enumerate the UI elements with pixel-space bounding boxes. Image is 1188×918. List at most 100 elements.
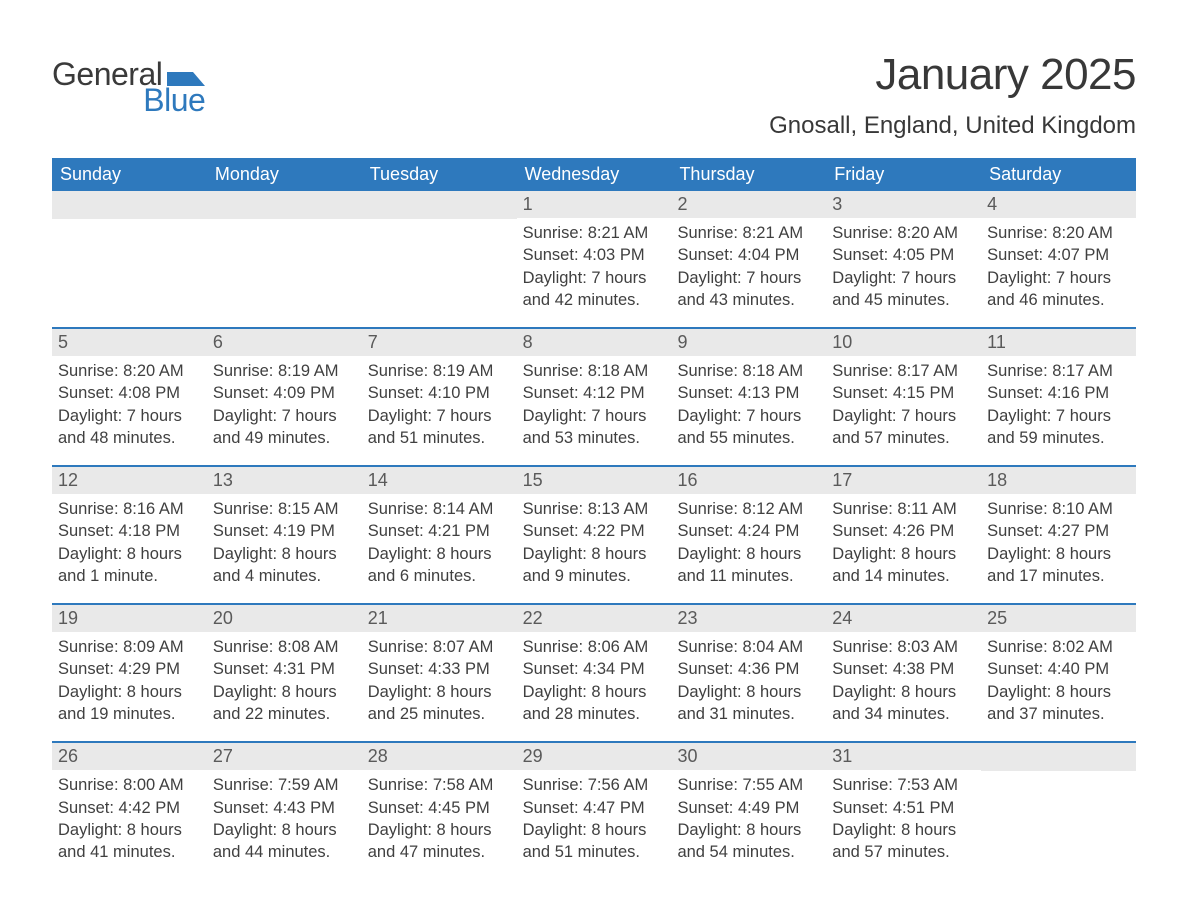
- sunrise-text: Sunrise: 8:19 AM: [368, 360, 511, 382]
- day-body: Sunrise: 8:20 AMSunset: 4:05 PMDaylight:…: [826, 218, 981, 313]
- sunrise-text: Sunrise: 8:20 AM: [58, 360, 201, 382]
- day-number: 29: [517, 743, 672, 770]
- sunrise-text: Sunrise: 7:53 AM: [832, 774, 975, 796]
- sunrise-text: Sunrise: 8:17 AM: [832, 360, 975, 382]
- day-number-empty: [981, 743, 1136, 771]
- sunset-text: Sunset: 4:10 PM: [368, 382, 511, 404]
- day-number: 10: [826, 329, 981, 356]
- day-number-empty: [207, 191, 362, 219]
- day-number: 8: [517, 329, 672, 356]
- day-cell: 19Sunrise: 8:09 AMSunset: 4:29 PMDayligh…: [52, 605, 207, 727]
- day-body: Sunrise: 7:56 AMSunset: 4:47 PMDaylight:…: [517, 770, 672, 865]
- day-body: Sunrise: 8:00 AMSunset: 4:42 PMDaylight:…: [52, 770, 207, 865]
- sunrise-text: Sunrise: 8:09 AM: [58, 636, 201, 658]
- day-cell: [207, 191, 362, 313]
- sunrise-text: Sunrise: 8:16 AM: [58, 498, 201, 520]
- day-body: Sunrise: 8:11 AMSunset: 4:26 PMDaylight:…: [826, 494, 981, 589]
- daylight-text: Daylight: 8 hours and 54 minutes.: [677, 819, 820, 864]
- day-number: 28: [362, 743, 517, 770]
- day-number: 1: [517, 191, 672, 218]
- sunrise-text: Sunrise: 8:17 AM: [987, 360, 1130, 382]
- sunset-text: Sunset: 4:38 PM: [832, 658, 975, 680]
- sunset-text: Sunset: 4:40 PM: [987, 658, 1130, 680]
- weeks-container: 1 Sunrise: 8:21 AMSunset: 4:03 PM Daylight…: [52, 191, 1136, 865]
- sunrise-text: Sunrise: 8:13 AM: [523, 498, 666, 520]
- day-number: 13: [207, 467, 362, 494]
- day-cell: 11Sunrise: 8:17 AMSunset: 4:16 PMDayligh…: [981, 329, 1136, 451]
- month-title: January 2025: [769, 50, 1136, 100]
- day-cell: 20Sunrise: 8:08 AMSunset: 4:31 PMDayligh…: [207, 605, 362, 727]
- day-cell: 31Sunrise: 7:53 AMSunset: 4:51 PMDayligh…: [826, 743, 981, 865]
- day-cell: 24Sunrise: 8:03 AMSunset: 4:38 PMDayligh…: [826, 605, 981, 727]
- daylight-text: Daylight: 8 hours and 44 minutes.: [213, 819, 356, 864]
- day-cell: 2Sunrise: 8:21 AMSunset: 4:04 PMDaylight…: [671, 191, 826, 313]
- day-cell: 6Sunrise: 8:19 AMSunset: 4:09 PMDaylight…: [207, 329, 362, 451]
- daylight-text: Daylight: 8 hours and 41 minutes.: [58, 819, 201, 864]
- sunrise-text: Sunrise: 8:04 AM: [677, 636, 820, 658]
- day-body: Sunrise: 8:02 AMSunset: 4:40 PMDaylight:…: [981, 632, 1136, 727]
- day-body: Sunrise: 8:12 AMSunset: 4:24 PMDaylight:…: [671, 494, 826, 589]
- day-cell: [52, 191, 207, 313]
- day-cell: 7Sunrise: 8:19 AMSunset: 4:10 PMDaylight…: [362, 329, 517, 451]
- weekday-header-cell: Tuesday: [362, 158, 517, 191]
- sunset-text: Sunset: 4:19 PM: [213, 520, 356, 542]
- day-number: 19: [52, 605, 207, 632]
- day-cell: 28Sunrise: 7:58 AMSunset: 4:45 PMDayligh…: [362, 743, 517, 865]
- sunset-text: Sunset: 4:03 PM: [523, 244, 666, 266]
- header: General Blue January 2025 Gnosall, Engla…: [52, 50, 1136, 140]
- daylight-text: Daylight: 8 hours and 17 minutes.: [987, 543, 1130, 588]
- day-body: Sunrise: 8:19 AMSunset: 4:09 PMDaylight:…: [207, 356, 362, 451]
- title-block: January 2025 Gnosall, England, United Ki…: [769, 50, 1136, 140]
- sunset-text: Sunset: 4:42 PM: [58, 797, 201, 819]
- logo-text-blue: Blue: [143, 84, 205, 116]
- daylight-text: Daylight: 8 hours and 14 minutes.: [832, 543, 975, 588]
- day-number: 3: [826, 191, 981, 218]
- daylight-text: Daylight: 8 hours and 4 minutes.: [213, 543, 356, 588]
- sunset-text: Sunset: 4:43 PM: [213, 797, 356, 819]
- daylight-text: Daylight: 7 hours and 45 minutes.: [832, 267, 975, 312]
- day-number: 16: [671, 467, 826, 494]
- day-body: Sunrise: 8:17 AMSunset: 4:16 PMDaylight:…: [981, 356, 1136, 451]
- sunrise-text: Sunrise: 7:55 AM: [677, 774, 820, 796]
- page-root: General Blue January 2025 Gnosall, Engla…: [0, 0, 1188, 905]
- day-number: 30: [671, 743, 826, 770]
- calendar: SundayMondayTuesdayWednesdayThursdayFrid…: [52, 158, 1136, 865]
- sunrise-text: Sunrise: 8:18 AM: [523, 360, 666, 382]
- day-number: 15: [517, 467, 672, 494]
- location-text: Gnosall, England, United Kingdom: [769, 112, 1136, 140]
- daylight-text: Daylight: 8 hours and 31 minutes.: [677, 681, 820, 726]
- day-cell: 4Sunrise: 8:20 AMSunset: 4:07 PMDaylight…: [981, 191, 1136, 313]
- day-cell: 26Sunrise: 8:00 AMSunset: 4:42 PMDayligh…: [52, 743, 207, 865]
- logo: General Blue: [52, 50, 205, 116]
- day-number: 20: [207, 605, 362, 632]
- day-body: Sunrise: 7:55 AMSunset: 4:49 PMDaylight:…: [671, 770, 826, 865]
- day-cell: 15Sunrise: 8:13 AMSunset: 4:22 PMDayligh…: [517, 467, 672, 589]
- sunrise-text: Sunrise: 8:08 AM: [213, 636, 356, 658]
- weekday-header-cell: Thursday: [671, 158, 826, 191]
- sunset-text: Sunset: 4:49 PM: [677, 797, 820, 819]
- day-number: 2: [671, 191, 826, 218]
- day-body: Sunrise: 7:59 AMSunset: 4:43 PMDaylight:…: [207, 770, 362, 865]
- sunset-text: Sunset: 4:07 PM: [987, 244, 1130, 266]
- day-number: 12: [52, 467, 207, 494]
- daylight-text: Daylight: 8 hours and 34 minutes.: [832, 681, 975, 726]
- day-cell: 25Sunrise: 8:02 AMSunset: 4:40 PMDayligh…: [981, 605, 1136, 727]
- day-number: 7: [362, 329, 517, 356]
- sunrise-text: Sunrise: 8:06 AM: [523, 636, 666, 658]
- sunrise-text: Sunrise: 8:21 AM: [523, 222, 666, 244]
- day-number: 17: [826, 467, 981, 494]
- sunrise-text: Sunrise: 8:10 AM: [987, 498, 1130, 520]
- day-number: 22: [517, 605, 672, 632]
- week-row: 12Sunrise: 8:16 AMSunset: 4:18 PMDayligh…: [52, 465, 1136, 589]
- sunrise-text: Sunrise: 8:19 AM: [213, 360, 356, 382]
- day-cell: 30Sunrise: 7:55 AMSunset: 4:49 PMDayligh…: [671, 743, 826, 865]
- day-number: 4: [981, 191, 1136, 218]
- day-body: Sunrise: 8:07 AMSunset: 4:33 PMDaylight:…: [362, 632, 517, 727]
- sunset-text: Sunset: 4:33 PM: [368, 658, 511, 680]
- day-cell: [362, 191, 517, 313]
- daylight-text: Daylight: 8 hours and 37 minutes.: [987, 681, 1130, 726]
- day-number: 23: [671, 605, 826, 632]
- sunset-text: Sunset: 4:36 PM: [677, 658, 820, 680]
- sunset-text: Sunset: 4:26 PM: [832, 520, 975, 542]
- day-body: Sunrise: 8:09 AMSunset: 4:29 PMDaylight:…: [52, 632, 207, 727]
